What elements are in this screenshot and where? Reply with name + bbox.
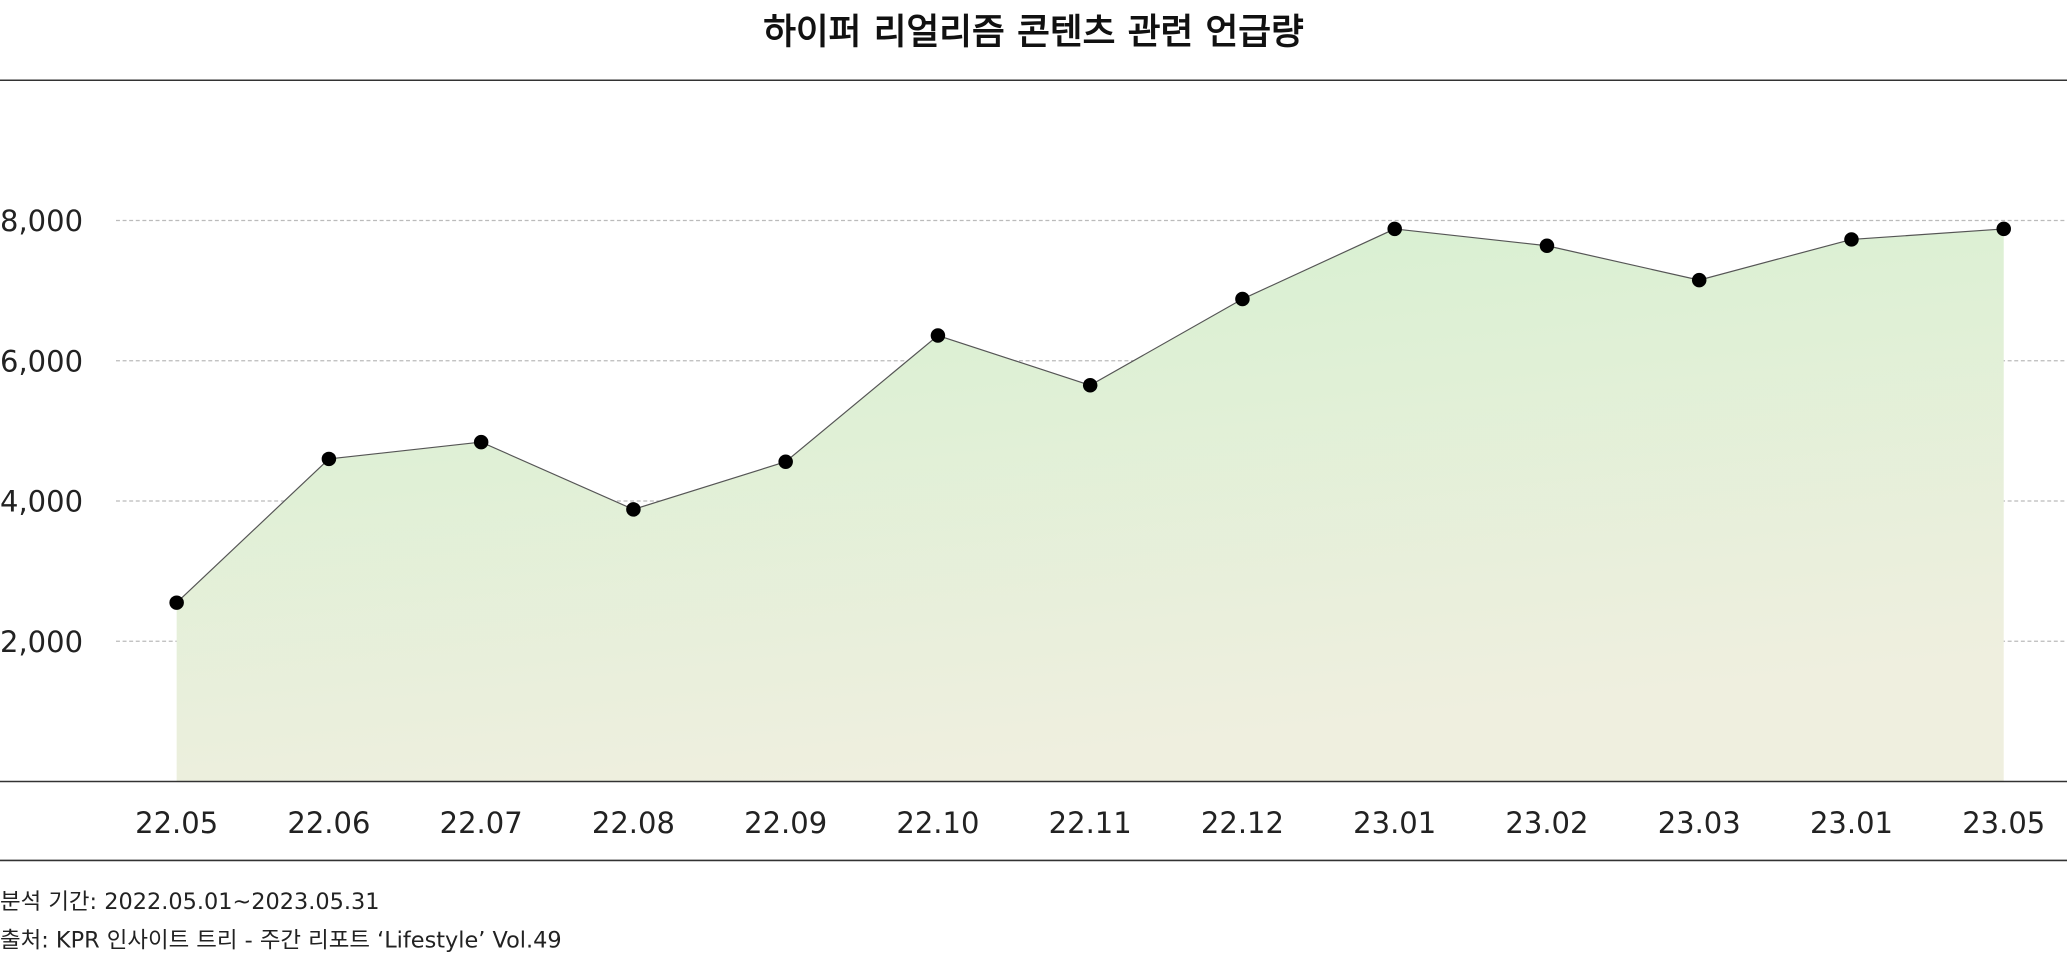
- data-point: [473, 434, 489, 450]
- data-point: [1387, 221, 1402, 237]
- x-tick-label: 22.05: [135, 806, 218, 840]
- x-tick-label: 23.03: [1658, 806, 1741, 840]
- x-tick-label: 23.05: [1962, 806, 2045, 840]
- x-tick-label: 22.11: [1049, 806, 1132, 840]
- x-tick-label: 23.02: [1505, 806, 1588, 840]
- data-point: [930, 328, 946, 343]
- chart-title: 하이퍼 리얼리즘 콘텐츠 관련 언급량: [763, 11, 1304, 52]
- x-tick-label: 22.07: [440, 806, 523, 840]
- data-point: [169, 595, 184, 610]
- data-point: [1844, 232, 1859, 247]
- x-tick-label: 22.08: [592, 806, 675, 840]
- analysis-period: 분석 기간: 2022.05.01~2023.05.31: [0, 889, 379, 915]
- x-tick-label: 22.12: [1201, 806, 1284, 840]
- area-fill: [176, 228, 2004, 782]
- data-point: [778, 454, 793, 469]
- data-point: [321, 451, 337, 467]
- data-point: [1539, 238, 1555, 253]
- y-tick-label: 8,000: [0, 204, 83, 238]
- data-point: [626, 502, 641, 517]
- x-tick-label: 23.01: [1353, 806, 1436, 840]
- y-tick-label: 6,000: [0, 344, 83, 378]
- y-tick-label: 2,000: [0, 625, 83, 659]
- data-point: [1082, 378, 1098, 393]
- data-point: [1235, 291, 1250, 307]
- x-tick-label: 22.06: [287, 806, 370, 840]
- x-tick-label: 22.09: [744, 806, 827, 840]
- x-tick-label: 23.01: [1810, 806, 1893, 840]
- source-note: 출처: KPR 인사이트 트리 - 주간 리포트 ‘Lifestyle’ Vol…: [0, 927, 562, 953]
- data-point: [1996, 221, 2011, 237]
- data-point: [1691, 272, 1707, 288]
- y-tick-label: 4,000: [0, 485, 83, 519]
- x-tick-label: 22.10: [896, 806, 979, 840]
